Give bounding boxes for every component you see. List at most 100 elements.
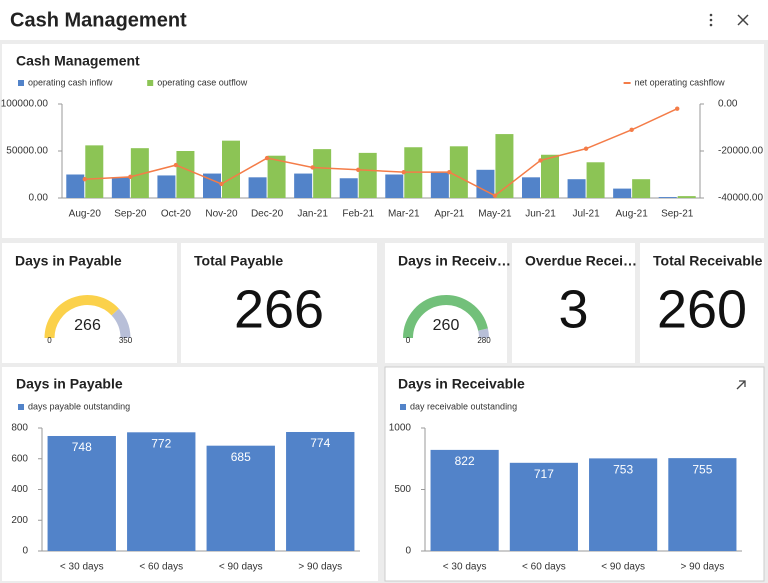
legend-label: operating case outflow xyxy=(157,77,248,87)
marker xyxy=(219,181,224,187)
kpi-value: 266 xyxy=(234,279,324,339)
y-tick-label: 50000.00 xyxy=(6,146,48,157)
data-label: 685 xyxy=(231,450,251,464)
bar xyxy=(522,177,540,198)
y-tick-label: 600 xyxy=(11,453,28,464)
x-tick-label: Aug-21 xyxy=(616,209,649,220)
y2-tick-label: -40000.00 xyxy=(718,193,763,204)
bar xyxy=(449,146,468,198)
bar xyxy=(127,432,196,551)
y-tick-label: 800 xyxy=(11,423,28,434)
gauge-max: 280 xyxy=(477,336,491,345)
x-tick-label: Dec-20 xyxy=(251,209,284,220)
expand-icon[interactable] xyxy=(736,380,746,390)
x-tick-label: < 60 days xyxy=(139,562,183,573)
bar xyxy=(47,435,116,551)
page-title: Cash Management xyxy=(10,9,187,31)
marker xyxy=(401,169,406,175)
x-tick-label: Jun-21 xyxy=(525,209,556,220)
gauge-value: 266 xyxy=(74,317,101,334)
bar xyxy=(157,175,176,198)
bar xyxy=(66,174,85,198)
legend-swatch xyxy=(147,80,154,86)
x-tick-label: < 30 days xyxy=(60,562,104,573)
bar xyxy=(509,462,578,551)
bar xyxy=(632,179,651,198)
y-tick-label: 1000 xyxy=(389,423,412,434)
bar xyxy=(613,188,632,198)
legend-swatch xyxy=(400,404,406,410)
kpi-title: Overdue Recei… xyxy=(525,253,637,269)
bar xyxy=(567,179,586,198)
bar xyxy=(206,445,275,551)
x-tick-label: Mar-21 xyxy=(388,209,420,220)
marker xyxy=(82,177,87,182)
x-tick-label: Jul-21 xyxy=(572,209,600,220)
gauge-value: 260 xyxy=(433,317,460,334)
marker xyxy=(128,174,133,180)
line xyxy=(84,108,678,197)
bar xyxy=(130,148,149,198)
marker xyxy=(675,106,680,111)
card xyxy=(2,44,764,238)
bar xyxy=(430,449,499,551)
x-tick-label: < 90 days xyxy=(601,562,645,573)
bar xyxy=(586,162,605,198)
bar xyxy=(294,173,313,198)
header-bar xyxy=(0,0,768,40)
gauge-track xyxy=(478,328,489,339)
data-label: 748 xyxy=(72,440,92,454)
card xyxy=(512,243,635,363)
x-tick-label: Jan-21 xyxy=(297,209,328,220)
marker xyxy=(447,169,452,175)
bar xyxy=(267,155,286,198)
kpi-title: Days in Payable xyxy=(15,253,122,269)
x-tick-label: Sep-20 xyxy=(114,209,147,220)
data-label: 755 xyxy=(692,462,712,476)
x-tick-label: Sep-21 xyxy=(661,209,694,220)
data-label: 717 xyxy=(534,467,554,481)
marker xyxy=(173,162,179,168)
bar xyxy=(176,151,195,198)
more-button[interactable] xyxy=(709,13,713,27)
x-tick-label: Feb-21 xyxy=(342,209,374,220)
kpi-title: Days in Receiv… xyxy=(398,253,511,269)
bar xyxy=(677,196,696,198)
gauge-min: 0 xyxy=(406,336,411,345)
marker xyxy=(264,155,270,161)
bar xyxy=(313,149,332,198)
y-tick-label: 500 xyxy=(394,484,411,495)
bar xyxy=(248,177,267,198)
gauge-fill xyxy=(403,295,488,339)
legend-swatch xyxy=(18,404,24,410)
y2-tick-label: -20000.00 xyxy=(718,146,763,157)
y-tick-label: 200 xyxy=(11,515,28,526)
y-tick-label: 0 xyxy=(405,546,411,557)
marker xyxy=(492,193,498,198)
legend-label: day receivable outstanding xyxy=(410,401,517,411)
y-tick-label: 0.00 xyxy=(29,193,49,204)
y-tick-label: 400 xyxy=(11,484,28,495)
x-tick-label: < 30 days xyxy=(443,562,487,573)
legend-label: days payable outstanding xyxy=(28,401,130,411)
bar xyxy=(85,145,104,198)
bar xyxy=(430,172,449,198)
marker xyxy=(583,146,589,151)
legend-label: operating cash inflow xyxy=(28,77,113,87)
gauge-max: 350 xyxy=(119,336,133,345)
bar xyxy=(358,152,377,198)
chart-title: Days in Payable xyxy=(16,376,123,392)
marker xyxy=(356,167,361,172)
bar xyxy=(111,177,130,198)
kpi-value: 260 xyxy=(657,279,747,339)
bar xyxy=(658,197,677,198)
y-tick-label: 100000.00 xyxy=(1,99,49,110)
close-button[interactable] xyxy=(737,14,749,26)
gauge-min: 0 xyxy=(47,336,52,345)
bar xyxy=(385,174,404,198)
data-label: 772 xyxy=(151,436,171,450)
x-tick-label: Aug-20 xyxy=(69,209,102,220)
legend-label: net operating cashflow xyxy=(635,77,726,87)
x-tick-label: < 60 days xyxy=(522,562,566,573)
